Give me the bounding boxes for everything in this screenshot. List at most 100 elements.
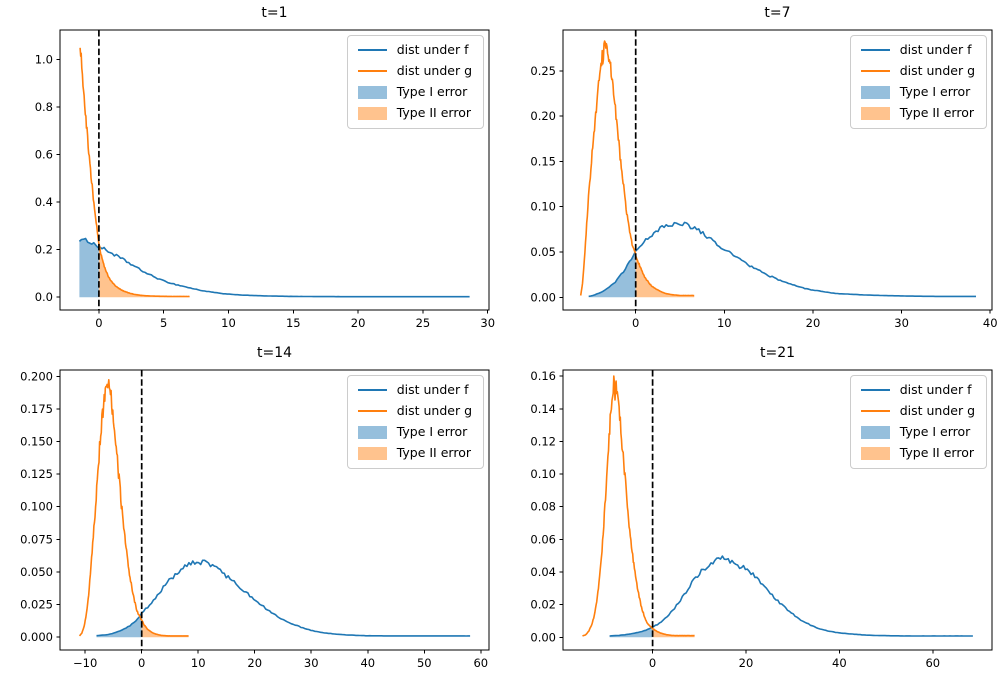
type1-error-fill <box>79 238 99 298</box>
x-tick-label: 15 <box>286 316 301 330</box>
y-tick-label: 0.6 <box>35 148 53 162</box>
x-tick-label: 10 <box>717 316 732 330</box>
y-tick-label: 0.05 <box>530 245 556 259</box>
y-tick-label: 0.16 <box>530 369 556 383</box>
legend-label-dist-f: dist under f <box>396 382 469 397</box>
y-tick-label: 0.2 <box>35 243 53 257</box>
legend-label-type2: Type II error <box>899 105 974 120</box>
type1-error-fill <box>609 627 653 638</box>
x-tick-label: 40 <box>832 656 847 670</box>
type1-error-fill <box>588 250 636 298</box>
legend-item-dist-f: dist under f <box>860 382 975 397</box>
legend-line-g-icon <box>357 409 387 413</box>
x-tick-label: 30 <box>304 656 319 670</box>
legend-t7: dist under f dist under g Type I error T… <box>849 35 987 129</box>
type1-error-fill <box>96 613 142 638</box>
curve-dist-g <box>579 40 695 297</box>
legend-item-type1: Type I error <box>357 85 472 99</box>
x-tick-label: −10 <box>73 656 97 670</box>
y-tick-label: 0.0 <box>35 290 53 304</box>
plot-title-t21: t=21 <box>759 345 796 361</box>
legend-item-type2: Type II error <box>860 445 975 460</box>
y-tick-label: 0.00 <box>530 290 556 304</box>
x-tick-label: 60 <box>473 656 488 670</box>
legend-item-type2: Type II error <box>357 105 472 120</box>
axes-frame <box>59 369 490 651</box>
legend-line-f-icon <box>860 388 890 392</box>
y-tick-label: 0.10 <box>530 467 556 481</box>
legend-line-f-icon <box>357 388 387 392</box>
legend-label-dist-g: dist under g <box>396 403 472 418</box>
y-tick-label: 0.02 <box>530 598 556 612</box>
type2-error-fill <box>652 628 695 638</box>
legend-label-dist-g: dist under g <box>899 63 975 78</box>
x-tick-label: 0 <box>649 656 656 670</box>
x-tick-label: 10 <box>191 656 206 670</box>
legend-label-dist-g: dist under g <box>899 403 975 418</box>
subplot-t1: 0 5 10 15 20 25 30 0.0 0.2 0.4 0.6 0.8 1.0 t=1 dist … <box>0 0 503 340</box>
type2-error-fill <box>141 619 189 638</box>
y-tick-label: 0.25 <box>530 64 556 78</box>
legend-line-g-icon <box>357 69 387 73</box>
legend-patch-type1-icon <box>357 425 387 439</box>
y-tick-label: 0.200 <box>20 369 53 383</box>
x-tick-label: 30 <box>480 316 495 330</box>
x-tick-label: 20 <box>247 656 262 670</box>
y-tick-label: 0.075 <box>20 532 53 546</box>
curve-dist-g <box>582 375 695 637</box>
x-tick-label: 20 <box>351 316 366 330</box>
legend-patch-type2-icon <box>357 446 387 460</box>
y-tick-label: 0.100 <box>20 500 53 514</box>
plot-title-t1: t=1 <box>261 5 288 21</box>
legend-label-type2: Type II error <box>396 105 471 120</box>
y-tick-label: 0.08 <box>530 500 556 514</box>
plot-canvas-t14: −10 0 10 20 30 40 50 60 0.000 0.025 0.050 0.075 0.10… <box>20 369 490 670</box>
legend-item-type1: Type I error <box>860 84 975 99</box>
legend-t1: dist under f dist under g Type I error T… <box>346 35 484 129</box>
legend-line-g-icon <box>860 69 890 73</box>
subplot-t14: −10 0 10 20 30 40 50 60 0.000 0.025 0.050 0.075 0.10… <box>0 340 503 680</box>
y-tick-label: 0.15 <box>530 154 556 168</box>
curve-dist-g <box>78 379 189 637</box>
legend-line-f-icon <box>860 48 890 52</box>
x-tick-label: 50 <box>417 656 432 670</box>
y-tick-label: 0.04 <box>530 565 556 579</box>
y-tick-label: 0.050 <box>20 565 53 579</box>
legend-item-type2: Type II error <box>357 446 472 460</box>
legend-item-type1: Type I error <box>860 425 975 439</box>
y-tick-label: 0.4 <box>35 195 53 209</box>
y-tick-label: 1.0 <box>35 52 53 66</box>
legend-t21: dist under f dist under g Type I error T… <box>849 375 987 469</box>
axes-frame <box>59 29 490 311</box>
plot-title-t7: t=7 <box>764 5 791 21</box>
x-tick-label: 20 <box>806 316 821 330</box>
legend-label-dist-f: dist under f <box>899 42 972 57</box>
type2-error-fill <box>635 255 695 298</box>
legend-patch-type1-icon <box>357 85 387 99</box>
y-tick-label: 0.14 <box>530 402 556 416</box>
plot-title-t14: t=14 <box>256 345 293 361</box>
y-tick-label: 0.125 <box>20 467 53 481</box>
legend-label-type1: Type I error <box>899 84 971 99</box>
legend-label-type2: Type II error <box>899 445 974 460</box>
legend-patch-type1-icon <box>860 85 890 99</box>
legend-label-dist-f: dist under f <box>396 42 469 57</box>
y-tick-label: 0.06 <box>530 532 556 546</box>
legend-item-type1: Type I error <box>357 424 472 439</box>
x-tick-label: 25 <box>416 316 431 330</box>
legend-t14: dist under f dist under g Type I error T… <box>346 375 484 469</box>
y-tick-label: 0.10 <box>530 200 556 214</box>
legend-line-g-icon <box>860 409 890 413</box>
legend-item-dist-f: dist under f <box>357 42 472 57</box>
legend-label-dist-f: dist under f <box>899 382 972 397</box>
x-tick-label: 20 <box>739 656 754 670</box>
x-tick-label: 5 <box>160 316 167 330</box>
subplot-t7: 0 10 20 30 40 0.00 0.05 0.10 0.15 0.20 0.25 t=7 di… <box>503 0 1006 340</box>
legend-label-type1: Type I error <box>396 424 468 439</box>
axes-frame <box>562 369 993 651</box>
legend-item-dist-g: dist under g <box>357 403 472 418</box>
x-tick-label: 60 <box>925 656 940 670</box>
y-tick-label: 0.000 <box>20 630 53 644</box>
x-tick-label: 0 <box>95 316 102 330</box>
y-tick-label: 0.00 <box>530 630 556 644</box>
